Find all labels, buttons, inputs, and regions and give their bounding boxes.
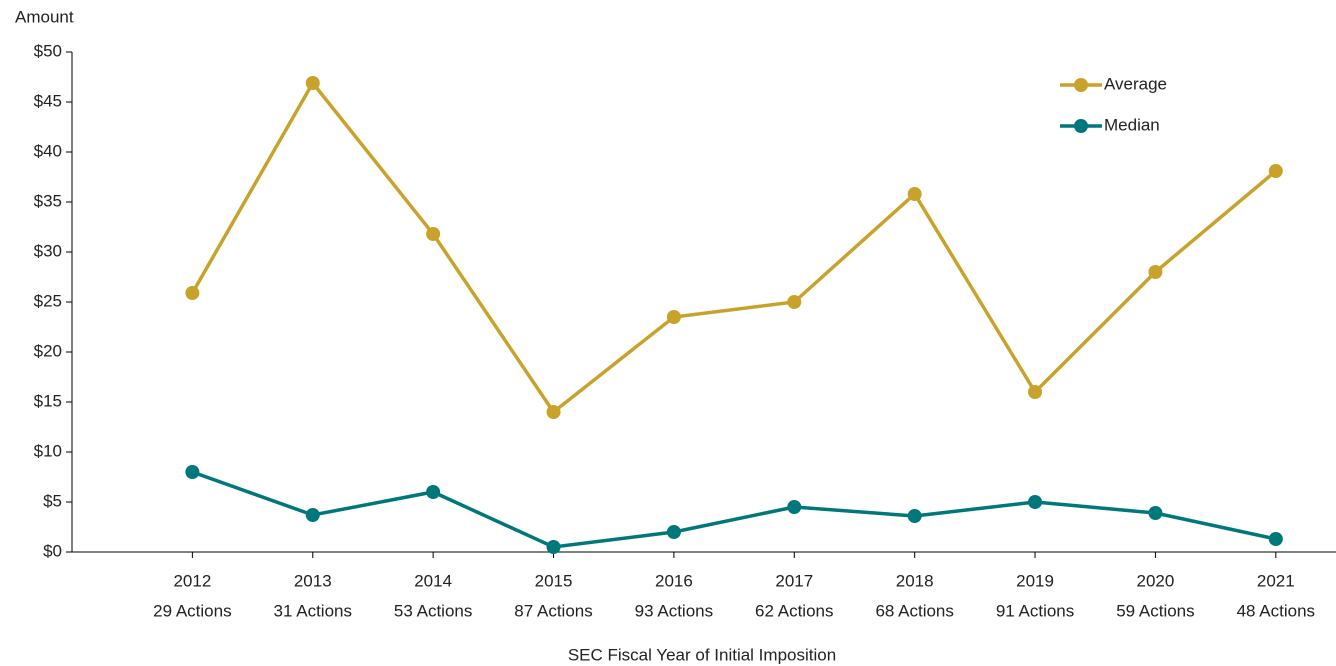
y-axis-label: Amount: [15, 7, 74, 26]
legend-marker: [1074, 78, 1088, 92]
x-tick-label: 2014: [414, 571, 452, 590]
data-point: [426, 227, 441, 241]
x-tick-sublabel: 53 Actions: [394, 601, 472, 620]
series-line: [190, 79, 1277, 415]
y-tick-label: $5: [43, 491, 62, 510]
x-tick-label: 2012: [173, 571, 211, 590]
x-tick-sublabel: 29 Actions: [153, 601, 231, 620]
series-line: [191, 470, 1277, 549]
data-point: [666, 525, 681, 539]
y-tick-label: $50: [34, 41, 62, 60]
legend-label: Median: [1104, 115, 1160, 134]
y-tick-label: $35: [34, 191, 62, 210]
data-point: [185, 286, 200, 300]
legend-marker: [1074, 119, 1088, 133]
x-axis-label: SEC Fiscal Year of Initial Imposition: [568, 645, 836, 664]
data-point: [1268, 532, 1283, 546]
data-point: [907, 187, 922, 201]
y-tick-label: $20: [34, 341, 62, 360]
data-point: [1148, 265, 1163, 279]
data-point: [546, 405, 561, 419]
x-tick-label: 2021: [1257, 571, 1295, 590]
data-point: [546, 540, 561, 554]
x-tick-sublabel: 93 Actions: [635, 601, 713, 620]
data-point: [1268, 164, 1283, 178]
y-tick-label: $30: [34, 241, 62, 260]
x-tick-label: 2020: [1137, 571, 1175, 590]
x-tick-sublabel: 91 Actions: [996, 601, 1074, 620]
x-tick-sublabel: 48 Actions: [1237, 601, 1315, 620]
x-tick-label: 2016: [655, 571, 693, 590]
x-tick-sublabel: 68 Actions: [875, 601, 953, 620]
y-tick-label: $45: [34, 91, 62, 110]
x-tick-sublabel: 87 Actions: [514, 601, 592, 620]
x-tick-label: 2019: [1016, 571, 1054, 590]
data-point: [305, 76, 320, 90]
y-tick-label: $25: [34, 291, 62, 310]
data-point: [185, 465, 200, 479]
data-point: [305, 508, 320, 522]
y-tick-label: $10: [34, 441, 62, 460]
x-tick-sublabel: 62 Actions: [755, 601, 833, 620]
data-point: [1148, 506, 1163, 520]
x-tick-sublabel: 59 Actions: [1116, 601, 1194, 620]
data-point: [787, 295, 802, 309]
legend-label: Average: [1104, 74, 1167, 93]
data-point: [426, 485, 441, 499]
x-tick-label: 2015: [535, 571, 573, 590]
x-tick-label: 2013: [294, 571, 332, 590]
x-tick-label: 2018: [896, 571, 934, 590]
x-tick-label: 2017: [775, 571, 813, 590]
data-point: [666, 310, 681, 324]
data-point: [1028, 385, 1043, 399]
data-point: [787, 500, 802, 514]
y-tick-label: $40: [34, 141, 62, 160]
y-tick-label: $0: [43, 541, 62, 560]
y-tick-label: $15: [34, 391, 62, 410]
data-point: [1028, 495, 1043, 509]
data-point: [907, 509, 922, 523]
x-tick-sublabel: 31 Actions: [274, 601, 352, 620]
